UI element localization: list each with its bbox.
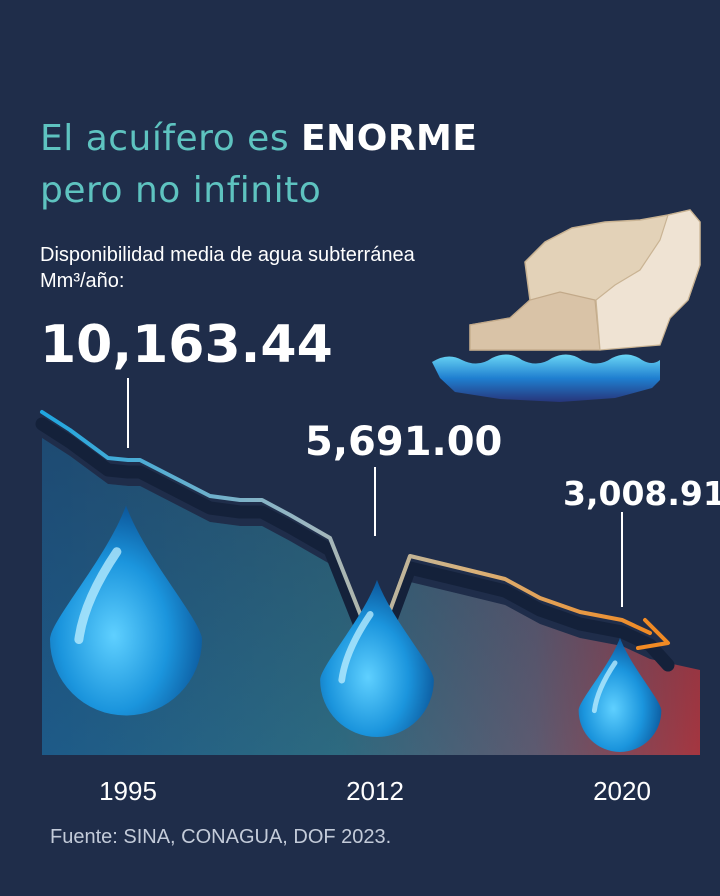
map-land-region-east bbox=[595, 209, 701, 351]
water-drop-highlight bbox=[338, 611, 374, 684]
map-land-region-south bbox=[469, 291, 601, 351]
x-axis-label: 1995 bbox=[99, 776, 157, 806]
value-callouts bbox=[127, 378, 623, 607]
title-part-1: El acuífero es bbox=[40, 118, 302, 159]
map-water-band bbox=[432, 354, 660, 402]
x-axis-labels: 1995 2012 2020 bbox=[99, 776, 651, 806]
series-line bbox=[40, 410, 652, 654]
unit-label: Mm³/año: bbox=[40, 270, 125, 292]
water-drop-icon bbox=[50, 505, 202, 716]
water-drops bbox=[50, 505, 662, 752]
water-drop-highlight bbox=[74, 547, 122, 644]
chart-subtitle: Disponibilidad media de agua subterránea… bbox=[40, 242, 415, 294]
source-note: Fuente: SINA, CONAGUA, DOF 2023. bbox=[50, 826, 392, 848]
data-label: 5,691.00 bbox=[305, 419, 502, 465]
data-label: 3,008.91 bbox=[563, 474, 720, 513]
x-axis-label: 2020 bbox=[593, 776, 651, 806]
x-axis-label: 2012 bbox=[346, 776, 404, 806]
water-drop-icon bbox=[320, 579, 434, 737]
title-emphasis: ENORME bbox=[301, 118, 478, 159]
data-labels: 10,163.44 5,691.00 3,008.91 bbox=[40, 315, 720, 513]
water-drop-shape bbox=[50, 505, 202, 716]
title-line-1: El acuífero es ENORME bbox=[40, 118, 477, 159]
arrow-head-icon bbox=[636, 618, 670, 650]
water-drop-shape bbox=[578, 637, 662, 752]
title-line-2: pero no infinito bbox=[40, 170, 322, 211]
data-label: 10,163.44 bbox=[40, 315, 333, 375]
peninsula-map bbox=[432, 209, 701, 402]
water-drop-highlight bbox=[591, 660, 618, 714]
line-shadow bbox=[35, 417, 675, 672]
water-drop-shape bbox=[320, 579, 434, 737]
water-drop-icon bbox=[578, 637, 662, 752]
area-shadow bbox=[42, 438, 700, 755]
subtitle-text: Disponibilidad media de agua subterránea bbox=[40, 244, 415, 266]
chart-area: 10,163.44 5,691.00 3,008.91 1995 2012 2020 bbox=[35, 315, 720, 806]
